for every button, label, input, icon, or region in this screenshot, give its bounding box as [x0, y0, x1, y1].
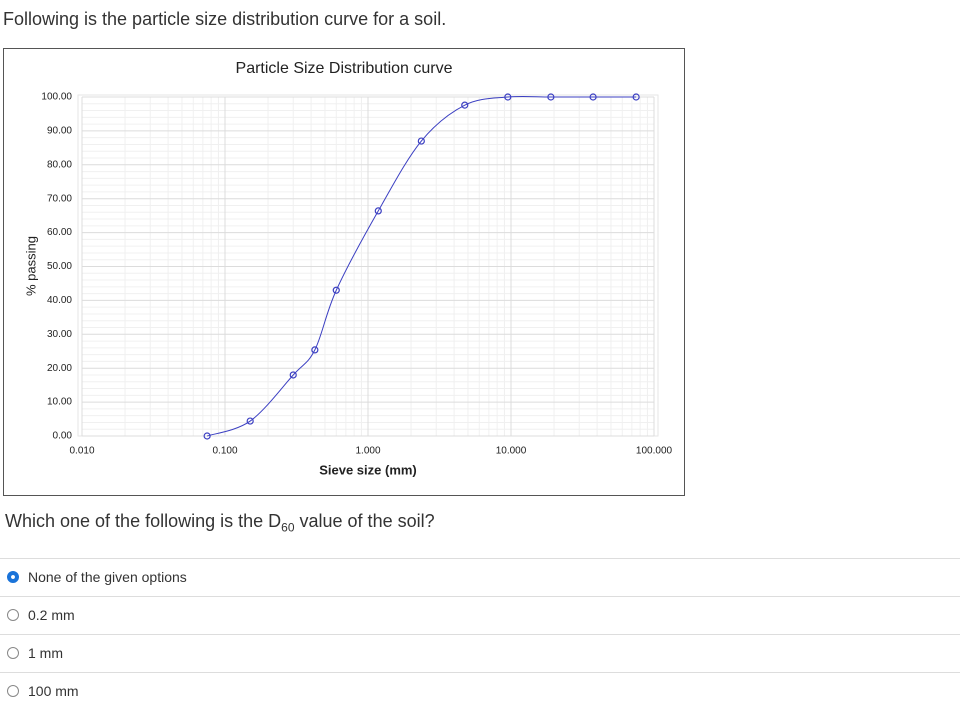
question-text: Which one of the following is the D [5, 511, 282, 531]
radio-button[interactable] [7, 685, 19, 697]
chart-title: Particle Size Distribution curve [236, 60, 453, 77]
y-tick-label: 40.00 [47, 295, 72, 306]
data-point [547, 93, 555, 101]
data-point [461, 101, 469, 109]
y-tick-label: 100.00 [41, 92, 72, 103]
data-point [246, 417, 254, 425]
x-axis-label: Sieve size (mm) [319, 462, 417, 477]
x-tick-label: 0.010 [69, 446, 94, 457]
y-tick-label: 10.00 [47, 397, 72, 408]
intro-text: Following is the particle size distribut… [3, 9, 447, 29]
option-label[interactable]: 0.2 mm [28, 607, 75, 623]
data-point [203, 432, 211, 440]
y-tick-label: 60.00 [47, 227, 72, 238]
x-tick-label: 1.000 [355, 446, 380, 457]
data-point [417, 137, 425, 145]
y-tick-label: 80.00 [47, 159, 72, 170]
question-subscript: 60 [281, 520, 295, 535]
x-tick-label: 100.000 [636, 446, 673, 457]
data-point [332, 286, 340, 294]
option[interactable]: 100 mm [0, 672, 960, 711]
y-axis-label: % passing [23, 236, 38, 296]
question-text: value of the soil? [294, 511, 435, 531]
option[interactable]: 0.2 mm [0, 596, 960, 635]
curve [206, 95, 637, 437]
y-tick-label: 20.00 [47, 363, 72, 374]
chart: Particle Size Distribution curve Sieve s… [23, 60, 673, 477]
x-tick-label: 0.100 [212, 446, 237, 457]
option[interactable]: None of the given options [0, 558, 960, 597]
data-point [632, 93, 640, 101]
radio-button[interactable] [7, 609, 19, 621]
option-label[interactable]: 100 mm [28, 683, 79, 699]
chart-box: Particle Size Distribution curve Sieve s… [3, 48, 685, 496]
option[interactable]: 1 mm [0, 634, 960, 673]
question: Which one of the following is the D60 va… [5, 511, 435, 535]
y-tick-label: 0.00 [53, 431, 73, 442]
radio-button[interactable] [7, 571, 19, 583]
data-point [589, 93, 597, 101]
data-point [504, 93, 512, 101]
x-tick-label: 10.000 [496, 446, 527, 457]
y-tick-label: 70.00 [47, 193, 72, 204]
y-tick-label: 50.00 [47, 261, 72, 272]
data-point [289, 371, 297, 379]
y-tick-label: 90.00 [47, 126, 72, 137]
radio-button[interactable] [7, 647, 19, 659]
option-label[interactable]: None of the given options [28, 569, 187, 585]
y-tick-label: 30.00 [47, 329, 72, 340]
data-point [311, 346, 319, 354]
data-point [374, 207, 382, 215]
option-label[interactable]: 1 mm [28, 645, 63, 661]
